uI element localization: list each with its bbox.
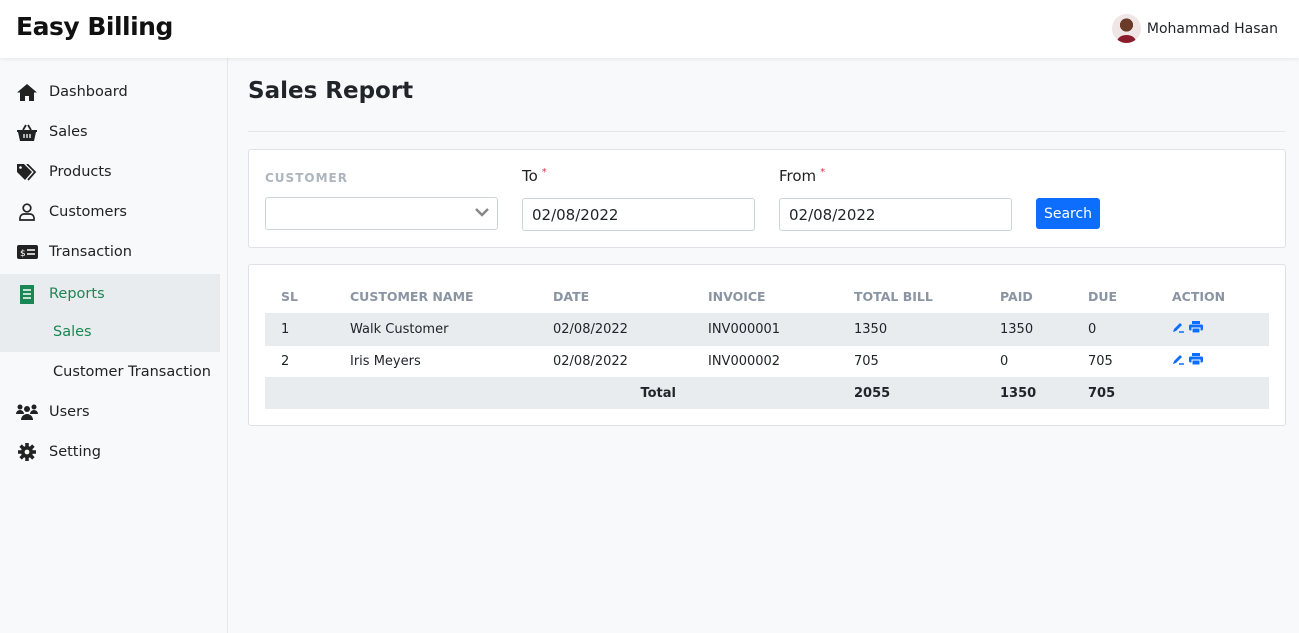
- sidebar-item-reports[interactable]: Reports: [0, 274, 220, 314]
- users-icon: [16, 404, 38, 420]
- svg-text:$: $: [20, 249, 26, 259]
- sidebar: Dashboard Sales Products Customers $ Tran…: [0, 58, 228, 633]
- avatar: [1111, 14, 1141, 43]
- sidebar-item-setting[interactable]: Setting: [0, 432, 220, 472]
- sidebar-subitem-customer-transaction[interactable]: Customer Transaction: [53, 364, 211, 380]
- from-label: From *: [779, 167, 826, 185]
- table-header-row: SL CUSTOMER NAME DATE INVOICE TOTAL BILL…: [281, 289, 1226, 305]
- sidebar-item-customers[interactable]: Customers: [0, 192, 220, 232]
- user-icon: [16, 203, 38, 221]
- to-label: To *: [522, 167, 547, 185]
- money-check-icon: $: [16, 245, 38, 259]
- divider: [248, 131, 1286, 132]
- receipt-icon: [16, 284, 38, 304]
- sidebar-item-products[interactable]: Products: [0, 152, 220, 192]
- report-table-card: SL CUSTOMER NAME DATE INVOICE TOTAL BILL…: [248, 264, 1286, 426]
- home-icon: [16, 83, 38, 101]
- user-name: Mohammad Hasan: [1146, 20, 1278, 37]
- page-title: Sales Report: [248, 78, 414, 104]
- action-cell: [1156, 344, 1269, 377]
- customer-select[interactable]: [265, 197, 498, 230]
- gear-icon: [16, 443, 38, 461]
- sidebar-item-transaction[interactable]: $ Transaction: [0, 232, 220, 272]
- print-icon[interactable]: [1189, 321, 1203, 337]
- table-row: 1 Walk Customer 02/08/2022 INV000001 1350 135…: [265, 312, 1269, 345]
- sidebar-item-sales[interactable]: Sales: [0, 112, 220, 152]
- tags-icon: [16, 163, 38, 181]
- search-button[interactable]: Search: [1036, 198, 1100, 229]
- table-row: 2 Iris Meyers 02/08/2022 INV000002 705 0 705: [265, 344, 1269, 377]
- user-menu[interactable]: Mohammad Hasan: [1111, 14, 1278, 43]
- total-row: Total 2055 1350 705: [265, 376, 1269, 409]
- print-icon[interactable]: [1189, 353, 1203, 369]
- top-header: Easy Billing Mohammad Hasan: [0, 0, 1299, 58]
- to-date-input[interactable]: 02/08/2022: [522, 198, 755, 231]
- filter-card: CUSTOMER To * 02/08/2022 From * 02/08/2022…: [248, 149, 1286, 248]
- from-date-input[interactable]: 02/08/2022: [779, 198, 1012, 231]
- basket-icon: [16, 124, 38, 141]
- edit-icon[interactable]: [1172, 354, 1184, 369]
- chevron-down-icon: [475, 208, 489, 217]
- sales-report-table: SL CUSTOMER NAME DATE INVOICE TOTAL BILL…: [265, 281, 1269, 409]
- customer-label: CUSTOMER: [265, 171, 348, 185]
- app-title: Easy Billing: [16, 12, 173, 41]
- sidebar-item-users[interactable]: Users: [0, 392, 220, 432]
- sidebar-item-dashboard[interactable]: Dashboard: [0, 72, 220, 112]
- sidebar-subitem-sales[interactable]: Sales: [0, 312, 220, 352]
- edit-icon[interactable]: [1172, 322, 1184, 337]
- action-cell: [1156, 312, 1269, 345]
